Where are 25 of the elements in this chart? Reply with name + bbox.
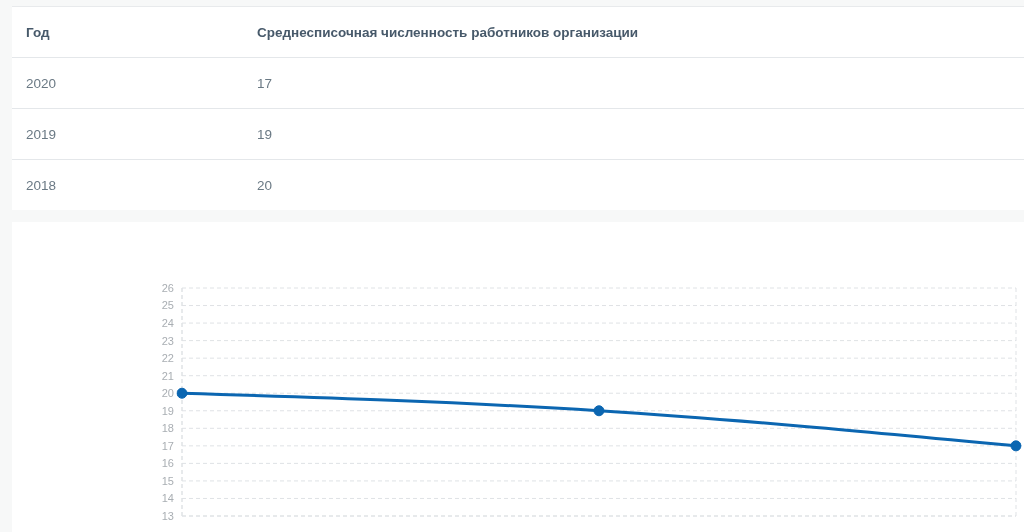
y-tick-label: 19 [161, 404, 174, 417]
point [176, 387, 188, 399]
category-label: 2019 [26, 126, 57, 142]
y-tick-label: 25 [161, 299, 174, 312]
y-tick-label: 13 [161, 509, 174, 522]
y-tick-label: 20 [161, 387, 174, 400]
y-tick-label: 24 [161, 316, 174, 329]
y-tick-label: 18 [161, 422, 174, 435]
data-label: 19 [256, 126, 273, 142]
point [593, 405, 605, 417]
y-tick-label: 17 [161, 439, 174, 452]
text: Среднесписочная численность работников организации [257, 24, 639, 40]
category-label: 2018 [26, 177, 57, 193]
data-label: 20 [256, 177, 273, 193]
y-tick-label: 21 [161, 369, 174, 382]
text: Год [26, 24, 50, 40]
y-tick-label: 16 [161, 457, 174, 470]
point [1010, 440, 1022, 452]
y-tick-label: 22 [161, 352, 174, 365]
data-label: 17 [256, 75, 273, 91]
y-tick-label: 26 [161, 281, 174, 294]
y-tick-label: 14 [161, 492, 174, 505]
y-tick-label: 23 [161, 334, 174, 347]
category-label: 2020 [26, 75, 57, 91]
y-tick-label: 15 [161, 474, 174, 487]
